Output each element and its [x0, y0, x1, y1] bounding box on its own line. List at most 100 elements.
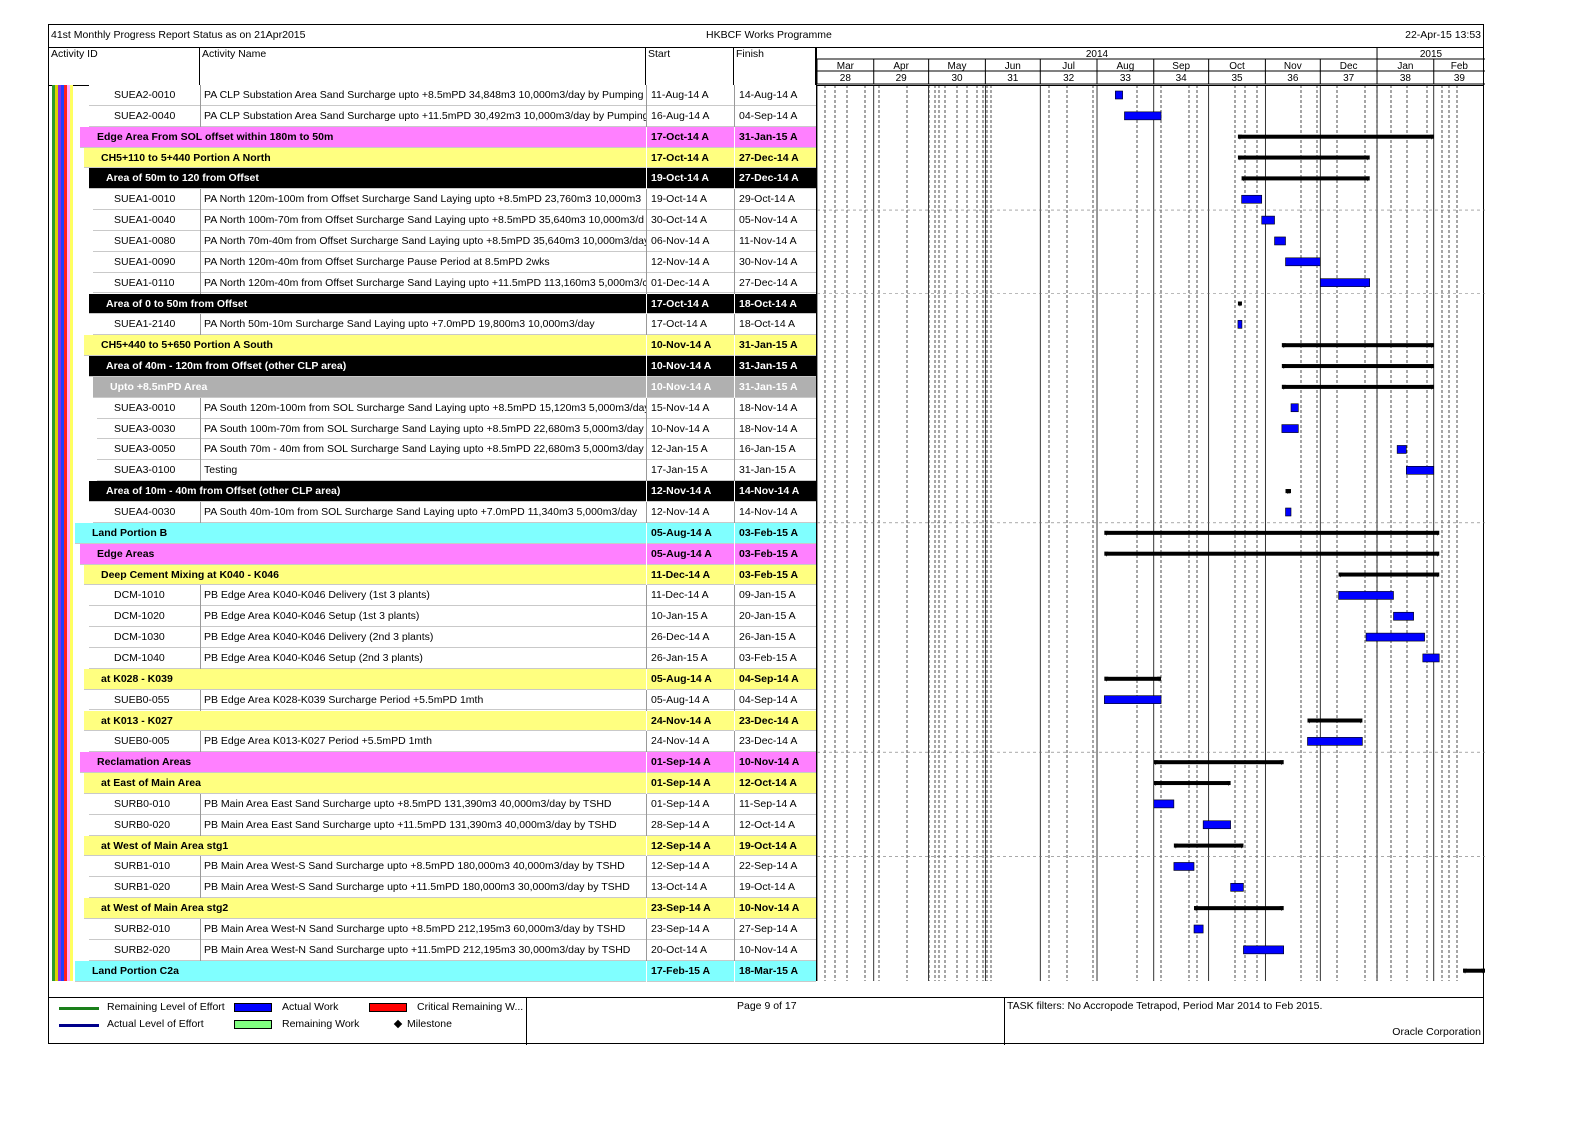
activity-row[interactable]: SUEA2-0040 PA CLP Substation Area Sand Su… — [89, 105, 816, 127]
activity-row[interactable]: SUEA1-0090 PA North 120m-40m from Offset … — [93, 251, 816, 273]
group-name: Upto +8.5mPD Area — [110, 380, 208, 393]
group-name: at East of Main Area — [101, 777, 201, 790]
start-date: 05-Aug-14 A — [646, 689, 734, 711]
activity-row[interactable]: SUEA1-0040 PA North 100m-70m from Offset … — [93, 210, 816, 232]
group-name: Edge Areas — [97, 547, 155, 560]
wbs-group-row[interactable]: Reclamation Areas 01-Sep-14 A 10-Nov-14 A — [80, 752, 816, 774]
activity-row[interactable]: SUEA3-0050 PA South 70m - 40m from SOL Su… — [97, 439, 816, 461]
summary-start-cap — [1237, 134, 1242, 140]
wbs-group-row[interactable]: Land Portion B 05-Aug-14 A 03-Feb-15 A — [75, 522, 816, 544]
actual-work-bar — [1281, 424, 1299, 433]
finish-date: 27-Dec-14 A — [734, 168, 816, 190]
col-start[interactable]: Start — [646, 47, 734, 85]
finish-date: 18-Nov-14 A — [734, 397, 816, 419]
start-date: 23-Sep-14 A — [646, 898, 734, 920]
summary-start-cap — [1194, 906, 1199, 912]
period-label: 31 — [1007, 73, 1019, 84]
wbs-group-row[interactable]: Deep Cement Mixing at K040 - K046 11-Dec-… — [84, 564, 816, 586]
group-name: Area of 50m to 120 from Offset — [106, 172, 259, 185]
activity-row[interactable]: DCM-1040 PB Edge Area K040-K046 Setup (2n… — [89, 647, 816, 669]
task-filters: TASK filters: No Accropode Tetrapod, Per… — [1007, 1000, 1323, 1012]
period-label: 37 — [1343, 73, 1355, 84]
finish-date: 03-Feb-15 A — [734, 522, 816, 544]
wbs-group-row[interactable]: at East of Main Area 01-Sep-14 A 12-Oct-14… — [84, 773, 816, 795]
actual-work-bar — [1396, 445, 1407, 454]
activity-row[interactable]: SUEA3-0010 PA South 120m-100m from SOL Su… — [97, 397, 816, 419]
wbs-group-row[interactable]: Area of 10m - 40m from Offset (other CLP… — [89, 481, 816, 503]
finish-date: 11-Sep-14 A — [734, 793, 816, 815]
month-label: Nov — [1284, 61, 1302, 72]
col-activity-id[interactable]: Activity ID — [49, 47, 200, 85]
summary-bar — [1281, 343, 1434, 348]
legend-label: Critical Remaining W... — [417, 1001, 524, 1013]
activity-row[interactable]: SURB1-020 PB Main Area West-S Sand Surcha… — [89, 877, 816, 899]
wbs-group-row[interactable]: at K013 - K027 24-Nov-14 A 23-Dec-14 A — [84, 710, 816, 732]
actual-work-bar — [1193, 924, 1204, 934]
activity-row[interactable]: SURB0-020 PB Main Area East Sand Surcharg… — [89, 814, 816, 836]
activity-row[interactable]: DCM-1010 PB Edge Area K040-K046 Delivery … — [89, 585, 816, 607]
finish-date: 20-Jan-15 A — [734, 606, 816, 628]
wbs-group-row[interactable]: Upto +8.5mPD Area 10-Nov-14 A 31-Jan-15 A — [93, 376, 816, 398]
actual-work-bar — [1274, 236, 1286, 246]
activity-row[interactable]: SUEA1-2140 PA North 50m-10m Surcharge San… — [93, 314, 816, 336]
wbs-group-row[interactable]: at K028 - K039 05-Aug-14 A 04-Sep-14 A — [84, 668, 816, 690]
wbs-group-row[interactable]: Edge Area From SOL offset within 180m to… — [80, 126, 816, 148]
col-activity-name[interactable]: Activity Name — [200, 47, 646, 85]
activity-id: SURB2-010 — [114, 923, 171, 935]
period-label: 38 — [1400, 73, 1412, 84]
activity-name: PA North 120m-100m from Offset Surcharge… — [200, 189, 646, 211]
wbs-group-row[interactable]: at West of Main Area stg1 12-Sep-14 A 19-O… — [84, 835, 816, 857]
activity-row[interactable]: SURB2-010 PB Main Area West-N Sand Surcha… — [89, 919, 816, 940]
col-finish[interactable]: Finish — [734, 47, 816, 85]
activity-row[interactable]: SUEA1-0010 PA North 120m-100m from Offset… — [93, 189, 816, 211]
activity-id: SURB1-020 — [114, 881, 171, 894]
activity-row[interactable]: SUEA3-0100 Testing 17-Jan-15 A 31-Jan-15 A — [97, 460, 816, 482]
start-date: 12-Sep-14 A — [646, 835, 734, 857]
finish-date: 18-Nov-14 A — [734, 418, 816, 440]
activity-row[interactable]: SURB1-010 PB Main Area West-S Sand Surcha… — [89, 856, 816, 878]
group-name: Reclamation Areas — [97, 756, 192, 769]
activity-row[interactable]: SUEA3-0030 PA South 100m-70m from SOL Sur… — [97, 418, 816, 440]
activity-row[interactable]: SUEA2-0010 PA CLP Substation Area Sand Su… — [89, 85, 816, 106]
wbs-group-row[interactable]: at West of Main Area stg2 23-Sep-14 A 10-N… — [84, 898, 816, 920]
activity-row[interactable]: SURB0-010 PB Main Area East Sand Surcharg… — [89, 793, 816, 815]
activity-row[interactable]: SUEA1-0080 PA North 70m-40m from Offset S… — [93, 230, 816, 252]
summary-bar — [1104, 676, 1162, 681]
legend-label: Milestone — [407, 1018, 452, 1030]
wbs-group-row[interactable]: Area of 40m - 120m from Offset (other CL… — [89, 356, 816, 378]
summary-end-cap — [1429, 343, 1434, 349]
finish-date: 27-Sep-14 A — [734, 919, 816, 940]
activity-row[interactable]: SUEA4-0030 PA South 40m-10m from SOL Surc… — [93, 502, 816, 523]
legend-label: Remaining Level of Effort — [107, 1001, 225, 1013]
activity-row[interactable]: SUEB0-005 PB Edge Area K013-K027 Period +… — [89, 731, 816, 753]
activity-row[interactable]: SURB2-020 PB Main Area West-N Sand Surcha… — [89, 939, 816, 961]
activity-id: DCM-1040 — [114, 651, 165, 664]
start-date: 11-Dec-14 A — [646, 564, 734, 586]
activity-id: SURB0-010 — [114, 797, 171, 810]
wbs-group-row[interactable]: Edge Areas 05-Aug-14 A 03-Feb-15 A — [80, 543, 816, 565]
summary-end-cap — [1429, 134, 1434, 140]
summary-bar — [1237, 155, 1370, 160]
period-label: 39 — [1454, 73, 1466, 84]
wbs-group-row[interactable]: Area of 50m to 120 from Offset 19-Oct-14 … — [89, 168, 816, 190]
wbs-group-row[interactable]: CH5+440 to 5+650 Portion A South 10-Nov-1… — [84, 335, 816, 357]
activity-row[interactable]: DCM-1030 PB Edge Area K040-K046 Delivery … — [89, 627, 816, 649]
activity-name: PA South 40m-10m from SOL Surcharge Sand… — [200, 502, 646, 523]
activity-row[interactable]: SUEA1-0110 PA North 120m-40m from Offset … — [93, 272, 816, 294]
actual-work-bar — [1241, 194, 1263, 204]
actual-work-bar — [1422, 653, 1440, 663]
activity-id: SURB1-010 — [114, 860, 171, 873]
activity-row[interactable]: SUEB0-055 PB Edge Area K028-K039 Surcharg… — [89, 689, 816, 711]
group-name: at K013 - K027 — [101, 714, 173, 727]
wbs-group-row[interactable]: Land Portion C2a 17-Feb-15 A 18-Mar-15 A — [75, 960, 816, 982]
start-date: 17-Jan-15 A — [646, 460, 734, 482]
activity-id: SUEA2-0010 — [114, 89, 176, 101]
wbs-group-row[interactable]: CH5+110 to 5+440 Portion A North 17-Oct-1… — [84, 147, 816, 169]
activity-row[interactable]: DCM-1020 PB Edge Area K040-K046 Setup (1s… — [89, 606, 816, 628]
summary-bar — [1281, 384, 1434, 389]
year-label: 2014 — [1086, 49, 1109, 60]
page-number: Page 9 of 17 — [737, 1000, 797, 1012]
start-date: 05-Aug-14 A — [646, 543, 734, 565]
start-date: 12-Nov-14 A — [646, 251, 734, 273]
